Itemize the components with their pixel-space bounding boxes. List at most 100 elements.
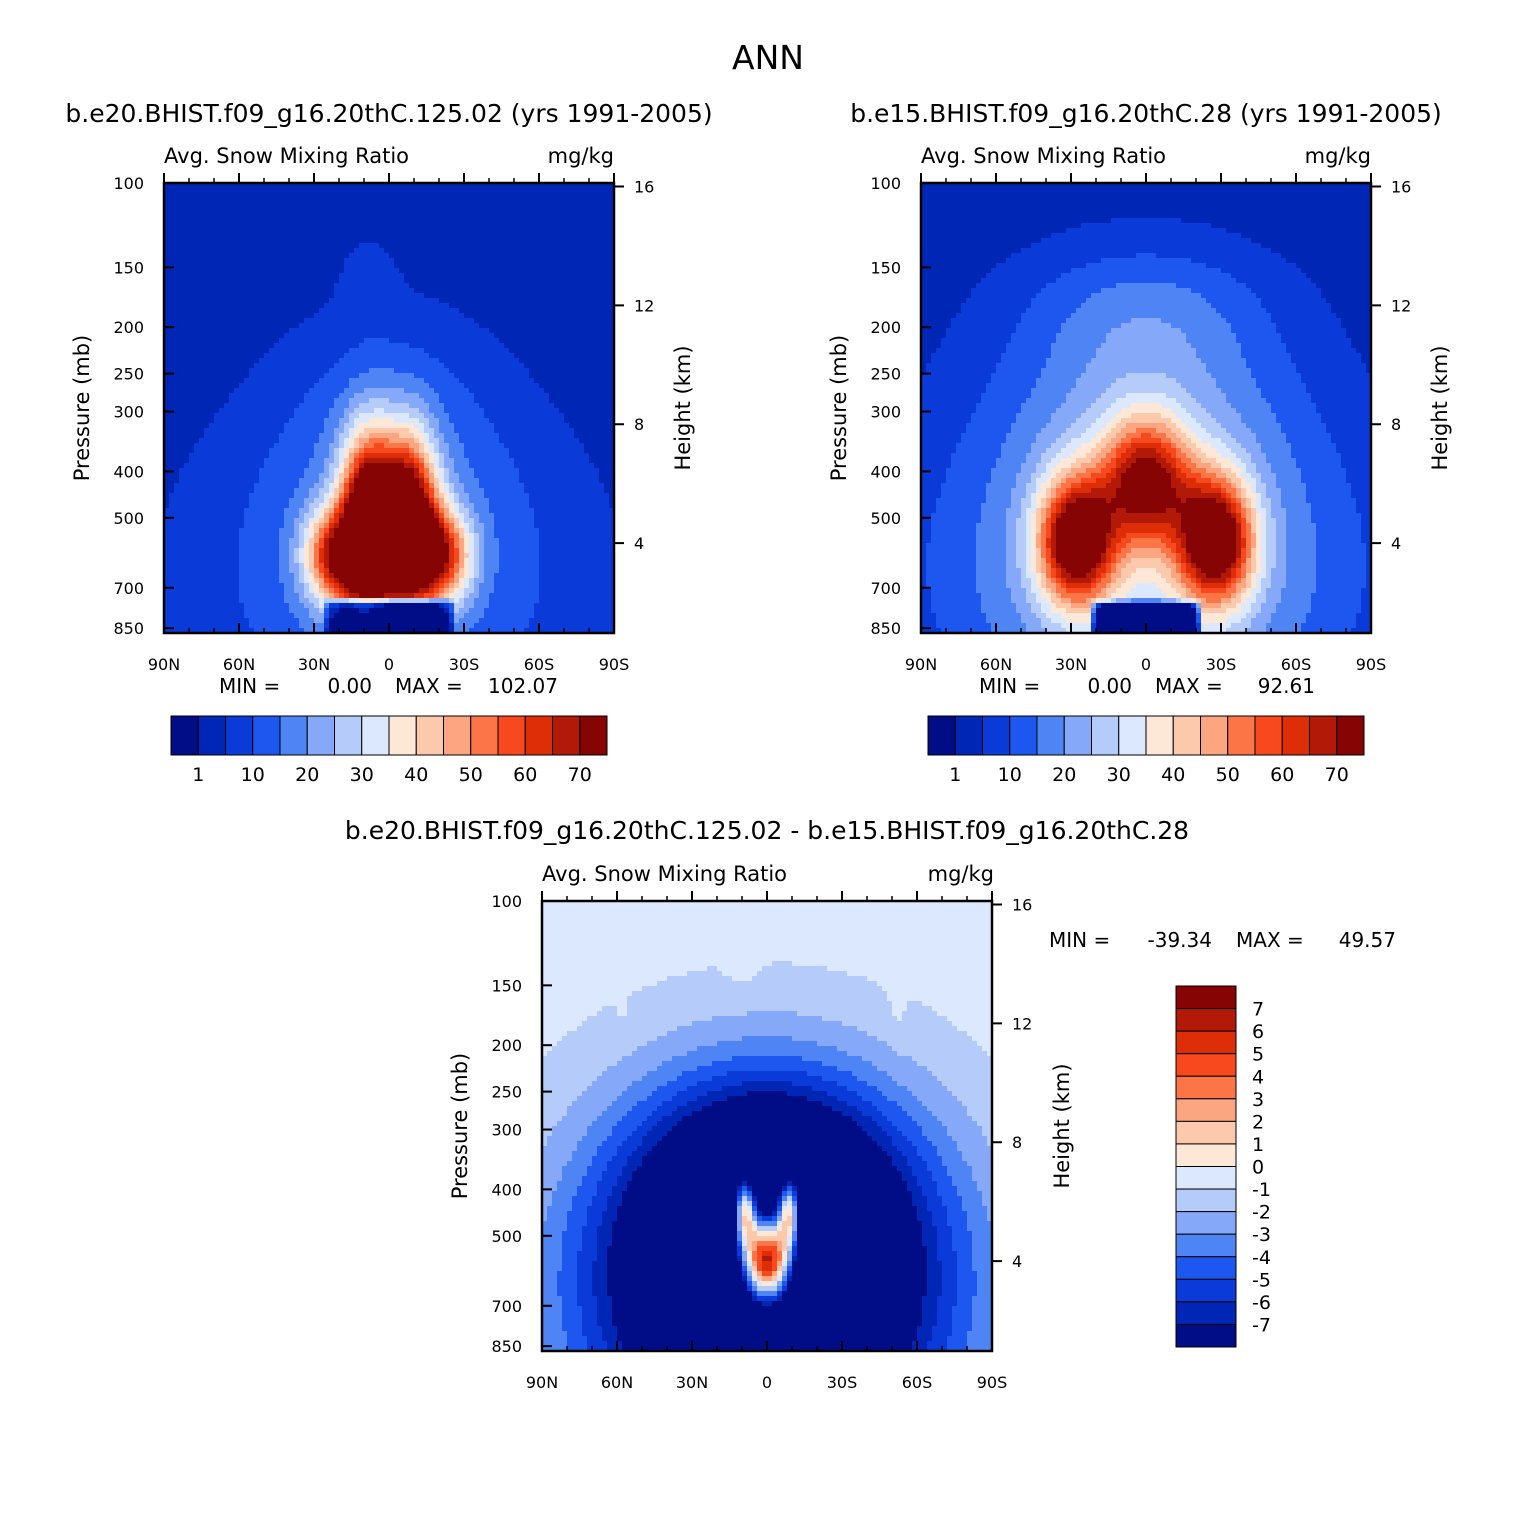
heatmap-cell <box>434 258 440 264</box>
heatmap-cell <box>594 453 600 459</box>
heatmap-cell <box>229 218 235 224</box>
heatmap-cell <box>399 363 405 369</box>
heatmap-cell <box>554 223 560 229</box>
heatmap-cell <box>269 358 275 364</box>
heatmap-cell <box>479 318 485 324</box>
heatmap-cell <box>519 438 525 444</box>
heatmap-cell <box>174 428 180 434</box>
heatmap-cell <box>354 398 360 404</box>
heatmap-cell <box>244 243 250 249</box>
heatmap-cell <box>294 188 300 194</box>
heatmap-cell <box>444 438 450 444</box>
heatmap-cell <box>274 328 280 334</box>
heatmap-cell <box>344 343 350 349</box>
heatmap-cell <box>164 223 170 229</box>
heatmap-cell <box>604 238 610 244</box>
heatmap-cell <box>274 368 280 374</box>
heatmap-cell <box>179 348 185 354</box>
heatmap-cell <box>509 343 515 349</box>
heatmap-cell <box>309 383 315 389</box>
heatmap-cell <box>539 348 545 354</box>
heatmap-cell <box>199 408 205 414</box>
heatmap-cell <box>319 273 325 279</box>
heatmap-cell <box>354 423 360 429</box>
heatmap-cell <box>444 363 450 369</box>
heatmap-cell <box>349 308 355 314</box>
heatmap-cell <box>489 253 495 259</box>
heatmap-cell <box>479 283 485 289</box>
heatmap-cell <box>499 213 505 219</box>
heatmap-cell <box>249 183 255 189</box>
heatmap-cell <box>284 453 290 459</box>
heatmap-cell <box>544 298 550 304</box>
heatmap-cell <box>169 378 175 384</box>
heatmap-cell <box>579 408 585 414</box>
heatmap-cell <box>414 283 420 289</box>
heatmap-cell <box>589 253 595 259</box>
heatmap-cell <box>494 258 500 264</box>
heatmap-cell <box>374 208 380 214</box>
heatmap-cell <box>484 363 490 369</box>
heatmap-cell <box>409 428 415 434</box>
heatmap-cell <box>309 448 315 454</box>
heatmap-cell <box>464 383 470 389</box>
heatmap-cell <box>594 258 600 264</box>
heatmap-cell <box>609 278 614 284</box>
heatmap-cell <box>224 453 230 459</box>
heatmap-cell <box>379 458 385 464</box>
heatmap-cell <box>284 238 290 244</box>
heatmap-cell <box>599 293 605 299</box>
heatmap-cell <box>389 378 395 384</box>
heatmap-cell <box>214 448 220 454</box>
heatmap-cell <box>464 213 470 219</box>
heatmap-cell <box>179 198 185 204</box>
heatmap-cell <box>179 378 185 384</box>
heatmap-cell <box>559 188 565 194</box>
heatmap-cell <box>389 398 395 404</box>
heatmap-cell <box>519 408 525 414</box>
heatmap-cell <box>179 433 185 439</box>
heatmap-cell <box>344 253 350 259</box>
heatmap-cell <box>279 423 285 429</box>
heatmap-cell <box>384 243 390 249</box>
heatmap-cell <box>464 258 470 264</box>
heatmap-cell <box>564 193 570 199</box>
heatmap-cell <box>579 388 585 394</box>
heatmap-cell <box>179 438 185 444</box>
heatmap-cell <box>599 443 605 449</box>
heatmap-cell <box>239 398 245 404</box>
heatmap-cell <box>534 343 540 349</box>
heatmap-cell <box>549 378 555 384</box>
heatmap-cell <box>274 223 280 229</box>
heatmap-cell <box>489 373 495 379</box>
heatmap-cell <box>254 458 260 464</box>
heatmap-cell <box>389 208 395 214</box>
heatmap-cell <box>509 218 515 224</box>
heatmap-cell <box>219 418 225 424</box>
heatmap-cell <box>254 328 260 334</box>
heatmap-cell <box>594 263 600 269</box>
heatmap-cell <box>414 308 420 314</box>
heatmap-cell <box>279 388 285 394</box>
heatmap-cell <box>329 373 335 379</box>
heatmap-cell <box>609 288 614 294</box>
heatmap-cell <box>559 238 565 244</box>
heatmap-cell <box>394 423 400 429</box>
heatmap-cell <box>199 303 205 309</box>
heatmap-cell <box>174 318 180 324</box>
heatmap-cell <box>609 383 614 389</box>
heatmap-cell <box>264 308 270 314</box>
heatmap-cell <box>479 268 485 274</box>
heatmap-cell <box>559 213 565 219</box>
heatmap-cell <box>434 448 440 454</box>
heatmap-cell <box>309 338 315 344</box>
heatmap-cell <box>599 453 605 459</box>
heatmap-cell <box>514 418 520 424</box>
heatmap-cell <box>194 238 200 244</box>
heatmap-cell <box>349 398 355 404</box>
heatmap-cell <box>529 398 535 404</box>
heatmap-cell <box>569 213 575 219</box>
heatmap-cell <box>284 253 290 259</box>
heatmap-cell <box>209 368 215 374</box>
heatmap-cell <box>439 228 445 234</box>
